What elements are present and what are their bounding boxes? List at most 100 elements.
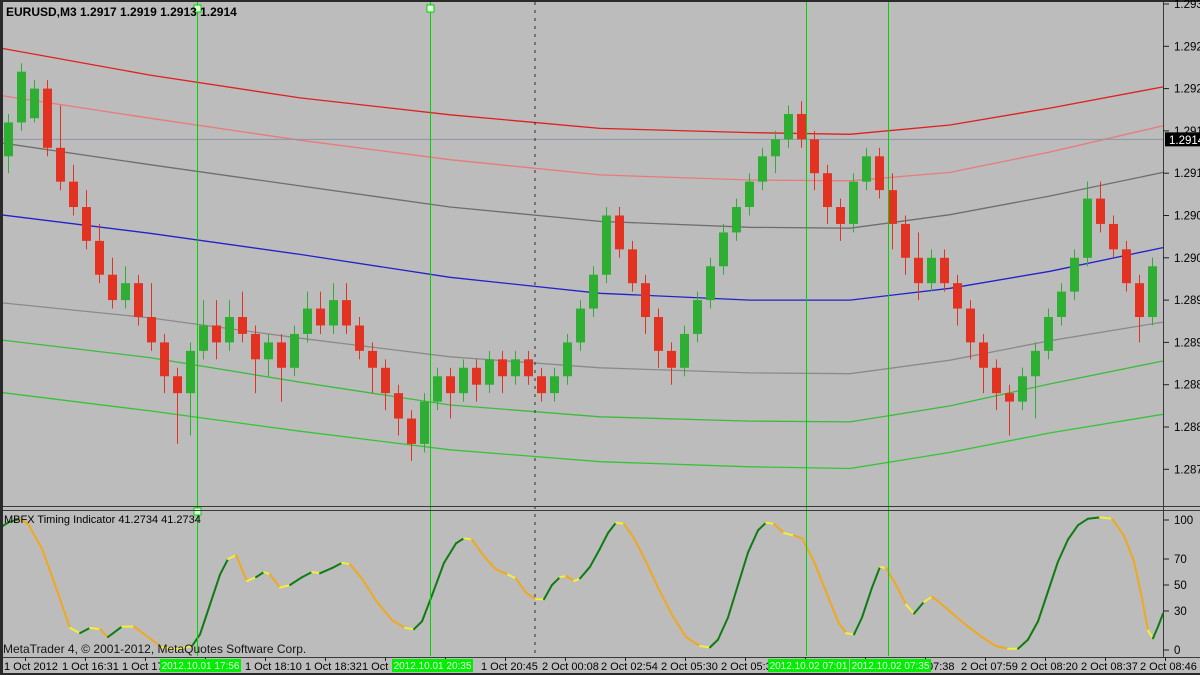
candle-body <box>875 156 884 191</box>
oscillator-segment <box>361 577 377 602</box>
bid-price-box-label: 1.2914 <box>1169 135 1200 147</box>
price-axis[interactable]: 1.29301.29251.29201.29151.29101.29051.29… <box>1163 0 1200 476</box>
price-axis-label: 1.2875 <box>1174 464 1200 476</box>
oscillator-segment <box>623 522 635 540</box>
time-axis-label: 1 Oct 17: <box>122 661 167 673</box>
oscillator-segment <box>717 616 729 641</box>
vline-drag-handle[interactable] <box>193 507 202 516</box>
oscillator-segment <box>981 636 997 648</box>
band-center-blue <box>0 214 1164 301</box>
indicator-axis-label: 0 <box>1174 645 1180 657</box>
candle-body <box>940 257 949 284</box>
candle-body <box>537 376 546 394</box>
band-lower-green-inner <box>0 339 1164 423</box>
oscillator-segment <box>99 628 109 638</box>
oscillator-segment <box>885 567 897 586</box>
time-axis-label: 1 Oct 20:45 <box>481 661 538 673</box>
oscillator-segment <box>645 560 659 589</box>
candle-body <box>1018 376 1027 402</box>
candle-body <box>823 173 832 208</box>
vline-time-highlight <box>850 659 931 672</box>
oscillator-segment <box>543 584 553 601</box>
candle-body <box>17 71 26 123</box>
oscillator-segment <box>853 616 863 636</box>
time-axis-label: 2 Oct 02:54 <box>601 661 658 673</box>
candle-body <box>95 240 104 275</box>
candle-body <box>927 257 936 284</box>
oscillator-segment <box>255 571 265 579</box>
vline-time-highlight-label: 2012.10.01 20:35 <box>394 661 472 672</box>
candle-body <box>1057 291 1066 318</box>
candle-body <box>914 257 923 284</box>
candle-body <box>329 300 338 326</box>
indicator-axis[interactable]: 100 70 50 30 0 <box>1163 515 1193 657</box>
candle-body <box>1083 198 1092 258</box>
candle-body <box>355 325 364 351</box>
oscillator-segment <box>413 620 423 631</box>
candle-body <box>732 207 741 233</box>
oscillator-segment <box>289 576 303 586</box>
candle-body <box>485 359 494 385</box>
candle-body <box>758 156 767 182</box>
oscillator-segment <box>279 584 291 589</box>
oscillator-segment <box>931 595 943 606</box>
oscillator-segment <box>895 584 907 606</box>
oscillator-segment <box>727 584 739 619</box>
candle-body <box>69 181 78 208</box>
oscillator-segment <box>471 538 485 558</box>
oscillator-segment <box>41 547 57 589</box>
time-axis[interactable]: 1 Oct 2012 1 Oct 16:31 1 Oct 17: 1 Oct 18:1… <box>4 657 1197 673</box>
oscillator-segment <box>709 638 719 649</box>
oscillator-segment <box>773 522 785 534</box>
candle-body <box>199 325 208 351</box>
price-axis-label: 1.2890 <box>1174 337 1200 349</box>
oscillator-segment <box>341 561 351 566</box>
candle-body <box>1031 350 1040 377</box>
vline-drag-handle[interactable] <box>193 4 202 13</box>
oscillator-segment <box>607 521 617 534</box>
candle-body <box>992 367 1001 394</box>
candle-body <box>1135 283 1144 318</box>
price-axis-label: 1.2905 <box>1174 211 1200 223</box>
candle-body <box>1096 198 1105 224</box>
oscillator-segment <box>559 574 567 579</box>
oscillator-segment <box>1027 620 1039 641</box>
oscillator-segment <box>55 586 71 629</box>
candle-body <box>121 283 130 301</box>
oscillator-segment <box>443 542 457 564</box>
oscillator-segment <box>311 571 321 575</box>
oscillator-segment <box>941 603 955 616</box>
indicator-axis-label: 70 <box>1174 554 1187 566</box>
candle-body <box>797 113 806 140</box>
oscillator-segment <box>801 537 815 563</box>
candle-body <box>953 283 962 309</box>
candle-body <box>290 333 299 368</box>
time-axis-label: 1 Oct 2012 <box>4 661 58 673</box>
oscillator-segment <box>235 554 248 583</box>
oscillator-segment <box>565 574 575 583</box>
oscillator-segment <box>431 561 445 597</box>
oscillator-segment <box>1133 560 1143 599</box>
vline-time-highlight <box>768 659 849 672</box>
oscillator-segment <box>483 555 497 571</box>
candle-body <box>836 207 845 224</box>
candle-body <box>1044 317 1053 351</box>
candle-body <box>472 367 481 385</box>
oscillator-segment <box>615 521 625 525</box>
vline-drag-handle[interactable] <box>426 4 435 13</box>
vline-time-highlight <box>392 659 473 672</box>
oscillator-segment <box>1123 534 1135 563</box>
candle-body <box>719 232 728 267</box>
candle-body <box>602 215 611 275</box>
band-lower-green-outer <box>0 391 1164 470</box>
candle-body <box>654 317 663 351</box>
oscillator-segment <box>177 645 193 650</box>
oscillator-segment <box>1152 625 1159 640</box>
oscillator-segment <box>191 633 201 648</box>
oscillator-segment <box>589 547 601 568</box>
vertical-line-objects[interactable] <box>193 2 889 656</box>
oscillator-segment <box>837 620 847 635</box>
